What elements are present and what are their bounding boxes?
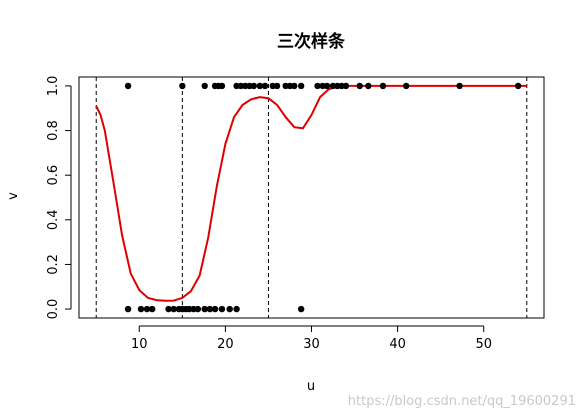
x-tick-label: 30	[303, 337, 320, 352]
data-point	[124, 82, 132, 90]
y-tick-label: 0.4	[46, 209, 61, 230]
x-tick-label: 50	[475, 337, 492, 352]
data-point	[218, 82, 226, 90]
y-tick-label: 0.8	[46, 120, 61, 141]
data-point	[201, 305, 208, 313]
data-point	[218, 305, 226, 313]
data-point	[297, 305, 305, 313]
data-point	[291, 82, 298, 90]
data-point	[226, 305, 233, 313]
x-axis: 10 20 30 40 50	[131, 325, 492, 352]
knot-lines	[95, 77, 528, 318]
data-point	[143, 305, 151, 313]
data-point	[170, 305, 177, 313]
y-axis: 0.0 0.2 0.4 0.6 0.8 1.0	[46, 76, 72, 320]
data-points	[124, 82, 522, 313]
y-tick-label: 0.2	[46, 254, 61, 275]
data-point	[250, 82, 258, 90]
spline-curve	[95, 84, 527, 302]
data-point	[256, 82, 264, 90]
watermark: https://blog.csdn.net/qq_19600291	[347, 394, 576, 409]
x-tick-label: 20	[217, 337, 234, 352]
data-point	[456, 82, 463, 90]
data-point	[233, 305, 240, 313]
data-point	[514, 82, 522, 90]
data-point	[194, 305, 202, 313]
plot-frame	[78, 76, 545, 319]
plot-area	[78, 76, 545, 319]
data-point	[148, 305, 156, 313]
data-point	[165, 305, 172, 313]
data-point	[206, 305, 214, 313]
data-point	[403, 82, 410, 90]
data-point	[201, 82, 208, 90]
data-point	[273, 82, 281, 90]
data-point	[323, 82, 331, 90]
chart-title: 三次样条	[277, 31, 346, 52]
spline-series-line	[95, 84, 527, 302]
x-tick-label: 40	[389, 337, 406, 352]
y-tick-label: 1.0	[46, 76, 61, 97]
data-point	[342, 82, 350, 90]
data-point	[211, 305, 219, 313]
data-point	[261, 82, 269, 90]
data-point	[356, 82, 363, 90]
data-point	[297, 82, 305, 90]
x-tick-label: 10	[131, 337, 148, 352]
y-axis-label: v	[6, 192, 21, 200]
data-point	[379, 82, 387, 90]
data-point	[179, 82, 186, 90]
data-point	[365, 82, 372, 90]
x-axis-label: u	[307, 379, 315, 394]
y-tick-label: 0.6	[46, 165, 61, 186]
data-point	[137, 305, 145, 313]
data-point	[314, 82, 321, 90]
data-point	[124, 305, 132, 313]
y-tick-label: 0.0	[46, 299, 61, 320]
